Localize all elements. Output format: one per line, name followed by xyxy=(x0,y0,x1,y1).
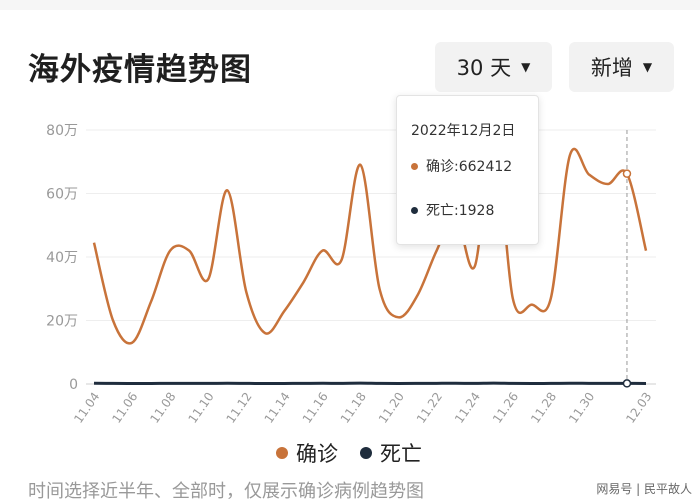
x-tick-label: 11.16 xyxy=(300,390,331,426)
x-tick-label: 11.18 xyxy=(338,390,369,426)
x-tick-label: 12.03 xyxy=(623,390,654,426)
confirmed-series-line xyxy=(94,133,646,343)
x-tick-label: 11.20 xyxy=(376,390,407,426)
legend-confirmed-label: 确诊 xyxy=(296,438,338,468)
x-tick-label: 11.24 xyxy=(452,390,483,426)
tooltip-confirmed-row: 确诊:662412 xyxy=(411,156,512,176)
confirmed-hover-point xyxy=(623,170,630,177)
footer-note: 时间选择近半年、全部时，仅展示确诊病例趋势图 xyxy=(28,477,424,503)
x-tick-label: 11.28 xyxy=(528,390,559,426)
legend-item-deaths[interactable]: 死亡 xyxy=(360,438,422,468)
x-tick-label: 11.04 xyxy=(71,390,102,426)
y-tick-label: 40万 xyxy=(46,250,78,266)
chart-legend: 确诊 死亡 xyxy=(276,438,422,468)
legend-confirmed-dot-icon xyxy=(276,447,288,459)
x-tick-label: 11.26 xyxy=(490,390,521,426)
x-tick-label: 11.06 xyxy=(109,390,140,426)
confirmed-dot-icon xyxy=(411,163,418,170)
y-tick-label: 0 xyxy=(69,377,78,393)
tooltip-confirmed-value: 确诊:662412 xyxy=(426,156,512,176)
tooltip-date: 2022年12月2日 xyxy=(411,120,515,140)
tooltip-deaths-value: 死亡:1928 xyxy=(426,200,494,220)
x-tick-label: 11.14 xyxy=(262,390,293,426)
legend-deaths-label: 死亡 xyxy=(380,438,422,468)
x-tick-label: 11.12 xyxy=(224,390,255,426)
y-tick-label: 80万 xyxy=(46,123,78,139)
chart-tooltip: 2022年12月2日 确诊:662412 死亡:1928 xyxy=(396,95,539,245)
deaths-hover-point xyxy=(623,380,630,387)
x-tick-label: 11.10 xyxy=(185,390,216,426)
y-tick-label: 60万 xyxy=(46,187,78,203)
x-tick-label: 11.22 xyxy=(414,390,445,426)
legend-deaths-dot-icon xyxy=(360,447,372,459)
x-tick-label: 11.08 xyxy=(147,390,178,426)
y-tick-label: 20万 xyxy=(46,314,78,330)
deaths-dot-icon xyxy=(411,207,418,214)
legend-item-confirmed[interactable]: 确诊 xyxy=(276,438,338,468)
tooltip-deaths-row: 死亡:1928 xyxy=(411,200,494,220)
watermark: 网易号 | 民平故人 xyxy=(596,480,692,497)
x-tick-label: 11.30 xyxy=(566,390,597,426)
